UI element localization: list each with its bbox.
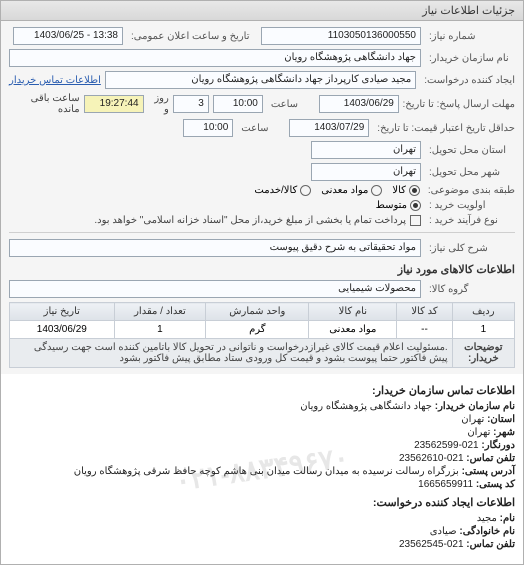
form-area: شماره نیاز: 1103050136000550 تاریخ و ساع… [1, 21, 523, 374]
budget-class-label: طبقه بندی موضوعی: [424, 185, 515, 196]
items-table: ردیف کد کالا نام کالا واحد شمارش تعداد /… [9, 302, 515, 368]
days-label: روز و [148, 93, 169, 115]
td-row: 1 [452, 321, 514, 339]
province-field: تهران [311, 141, 421, 159]
days-value: 3 [173, 95, 209, 113]
goods-group-field: محصولات شیمیایی [9, 280, 421, 298]
radio-goods[interactable]: کالا [392, 185, 420, 196]
process-type-label: نوع فرآیند خرید : [425, 215, 515, 226]
contact-fax: دورنگار: 021-23562599 [9, 440, 515, 451]
deadline-resp-time: 10:00 [213, 95, 263, 113]
creator-lastname: نام خانوادگی: صیادی [9, 526, 515, 537]
goods-group-label: گروه کالا: [425, 284, 515, 295]
province-label: استان محل تحویل: [425, 145, 515, 156]
th-name: نام کالا [309, 303, 397, 321]
deadline-resp-date: 1403/06/29 [319, 95, 399, 113]
contact-link[interactable]: اطلاعات تماس خریدار [9, 75, 101, 86]
pub-datetime-field: 13:38 - 1403/06/25 [13, 27, 123, 45]
priority-mid[interactable]: متوسط [376, 200, 421, 211]
desc-label: توضیحات خریدار: [452, 339, 514, 368]
contact-section: ۰۲۱-۸۸۳۴۹۶۷۰ اطلاعات تماس سازمان خریدار:… [1, 374, 523, 564]
creator-phone: تلفن تماس: 021-23562545 [9, 539, 515, 550]
contact-address: آدرس پستی: بزرگراه رسالت نرسیده به میدان… [9, 466, 515, 477]
req-no-label: شماره نیاز: [425, 31, 515, 42]
validity-label: حداقل تاریخ اعتبار قیمت: تا تاریخ: [373, 123, 515, 134]
desc-text: .مسئولیت اعلام قیمت کالای غیرازدرخواست و… [10, 339, 453, 368]
buyer-name-field: جهاد دانشگاهی پژوهشگاه رویان [9, 49, 421, 67]
creator-label: ایجاد کننده درخواست: [420, 75, 515, 86]
td-unit: گرم [206, 321, 309, 339]
creator-field: مجید صیادی کارپرداز جهاد دانشگاهی پژوهشگ… [105, 71, 416, 89]
process-note: پرداخت تمام یا بخشی از مبلغ خرید،از محل … [94, 215, 406, 226]
contact-postal: کد پستی: 1665659911 [9, 479, 515, 490]
th-code: کد کالا [397, 303, 452, 321]
contact-org: نام سازمان خریدار: جهاد دانشگاهی پژوهشگا… [9, 401, 515, 412]
validity-time: 10:00 [183, 119, 233, 137]
details-panel: جزئیات اطلاعات نیاز شماره نیاز: 11030501… [0, 0, 524, 565]
panel-title: جزئیات اطلاعات نیاز [1, 1, 523, 21]
radio-goods-dot [409, 185, 420, 196]
req-no-field: 1103050136000550 [261, 27, 421, 45]
td-date: 1403/06/29 [10, 321, 115, 339]
contact-phone: تلفن تماس: 021-23562610 [9, 453, 515, 464]
td-qty: 1 [114, 321, 206, 339]
td-name: مواد معدنی [309, 321, 397, 339]
radio-mineral-dot [371, 185, 382, 196]
remaining-time: 19:27:44 [84, 95, 144, 113]
general-desc-field: مواد تحقیقاتی به شرح دقیق پیوست [9, 239, 421, 257]
radio-mineral[interactable]: مواد معدنی [321, 185, 382, 196]
general-desc-label: شرح کلی نیاز: [425, 243, 515, 254]
pub-datetime-label: تاریخ و ساعت اعلان عمومی: [127, 31, 257, 42]
creator-name: نام: مجید [9, 513, 515, 524]
radio-service-dot [300, 185, 311, 196]
th-row: ردیف [452, 303, 514, 321]
table-header-row: ردیف کد کالا نام کالا واحد شمارش تعداد /… [10, 303, 515, 321]
priority-label: اولویت خرید : [425, 200, 515, 211]
th-date: تاریخ نیاز [10, 303, 115, 321]
buyer-name-label: نام سازمان خریدار: [425, 53, 515, 64]
th-qty: تعداد / مقدار [114, 303, 206, 321]
time-label-1: ساعت [267, 99, 315, 110]
city-field: تهران [311, 163, 421, 181]
table-row: 1 -- مواد معدنی گرم 1 1403/06/29 [10, 321, 515, 339]
creator-section-title: اطلاعات ایجاد کننده درخواست: [9, 496, 515, 509]
th-unit: واحد شمارش [206, 303, 309, 321]
table-desc-row: توضیحات خریدار: .مسئولیت اعلام قیمت کالا… [10, 339, 515, 368]
remaining-label: ساعت باقی مانده [9, 93, 80, 115]
contact-section-title: اطلاعات تماس سازمان خریدار: [9, 384, 515, 397]
td-code: -- [397, 321, 452, 339]
budget-radio-group: کالا مواد معدنی کالا/خدمت [254, 185, 420, 196]
priority-mid-dot [410, 200, 421, 211]
validity-date: 1403/07/29 [289, 119, 369, 137]
city-label: شهر محل تحویل: [425, 167, 515, 178]
deadline-resp-label: مهلت ارسال پاسخ: تا تاریخ: [403, 99, 515, 110]
items-section-title: اطلاعات کالاهای مورد نیاز [9, 263, 515, 276]
contact-city: شهر: تهران [9, 427, 515, 438]
process-checkbox[interactable] [410, 215, 421, 226]
time-label-2: ساعت [237, 123, 285, 134]
radio-service[interactable]: کالا/خدمت [254, 185, 311, 196]
contact-province: استان: تهران [9, 414, 515, 425]
